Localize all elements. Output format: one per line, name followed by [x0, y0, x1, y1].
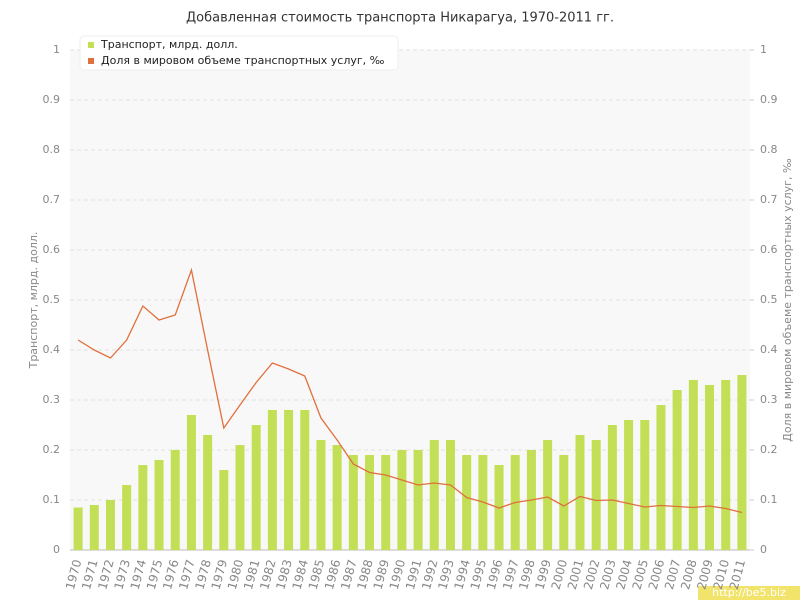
bar [688, 380, 698, 550]
bar [105, 500, 115, 550]
y-tick-label: 0 [53, 543, 60, 556]
bar [543, 440, 553, 550]
watermark-bg [698, 586, 800, 600]
bar [235, 445, 245, 550]
bar [300, 410, 310, 550]
bar [365, 455, 375, 550]
bar [705, 385, 715, 550]
bar [575, 435, 585, 550]
y-tick-label: 0.7 [43, 193, 61, 206]
bar [138, 465, 148, 550]
y-tick-label: 1 [53, 43, 60, 56]
bar [445, 440, 455, 550]
y-tick-label: 0.2 [43, 443, 61, 456]
y2-tick-label: 0.7 [760, 193, 778, 206]
marks [73, 267, 747, 550]
y2-tick-label: 1 [760, 43, 767, 56]
y-tick-label: 0.3 [43, 393, 61, 406]
bar [267, 410, 277, 550]
y2-tick-label: 0.8 [760, 143, 778, 156]
bar [154, 460, 164, 550]
bar [591, 440, 601, 550]
y2-tick-label: 0 [760, 543, 767, 556]
bar [251, 425, 261, 550]
y-tick-label: 0.4 [43, 343, 61, 356]
y2-axis-title: Доля в мировом объеме транспортных услуг… [781, 158, 794, 442]
bar [203, 435, 213, 550]
bar [284, 410, 294, 550]
bar [672, 390, 682, 550]
y-axis-title: Транспорт, млрд. долл. [27, 232, 40, 370]
watermark: http://be5.biz [712, 586, 786, 599]
y-tick-label: 0.1 [43, 493, 61, 506]
legend-box [79, 35, 399, 71]
bar [737, 375, 747, 550]
bar [397, 450, 407, 550]
y-tick-label: 0.9 [43, 93, 61, 106]
y-tick-label: 0.5 [43, 293, 61, 306]
legend: Транспорт, млрд. долл. Доля в мировом объ… [79, 35, 399, 71]
y2-tick-label: 0.4 [760, 343, 778, 356]
y2-tick-label: 0.9 [760, 93, 778, 106]
y2-tick-label: 0.6 [760, 243, 778, 256]
bar [624, 420, 634, 550]
bar [348, 455, 358, 550]
legend-label: Доля в мировом объеме транспортных услуг… [101, 54, 385, 67]
bar [656, 405, 666, 550]
bar [640, 420, 650, 550]
bar [462, 455, 472, 550]
y2-tick-label: 0.1 [760, 493, 778, 506]
bar [316, 440, 326, 550]
bar [381, 455, 391, 550]
y2-tick-label: 0.2 [760, 443, 778, 456]
legend-label: Транспорт, млрд. долл. [100, 38, 238, 51]
legend-swatch [88, 42, 94, 48]
bar [607, 425, 617, 550]
bar [219, 470, 229, 550]
bar [186, 415, 196, 550]
line [77, 267, 743, 514]
bar [332, 445, 342, 550]
y2-tick-label: 0.5 [760, 293, 778, 306]
bar [89, 505, 99, 550]
bar [413, 450, 423, 550]
bar [429, 440, 439, 550]
legend-swatch [88, 58, 94, 64]
bar [122, 485, 132, 550]
bar [73, 507, 83, 550]
bar [721, 380, 731, 550]
y-tick-label: 0.8 [43, 143, 61, 156]
y2-tick-label: 0.3 [760, 393, 778, 406]
y-tick-label: 0.6 [43, 243, 61, 256]
chart-title: Добавленная стоимость транспорта Никараг… [186, 11, 614, 26]
bar [170, 450, 180, 550]
bar [559, 455, 569, 550]
